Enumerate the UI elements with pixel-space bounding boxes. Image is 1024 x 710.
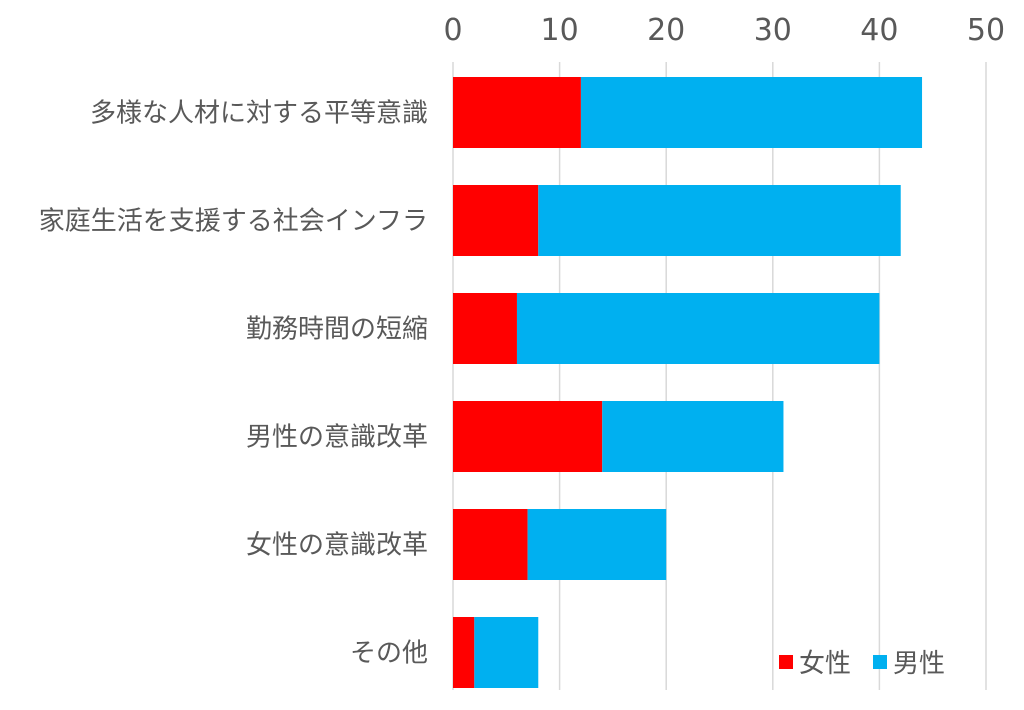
category-label: 家庭生活を支援する社会インフラ [39,207,428,237]
legend-swatch-male [873,655,887,669]
category-label: 女性の意識改革 [246,531,428,561]
gridlines [452,62,987,690]
legend-label-male: 男性 [893,649,945,679]
bars [453,77,923,688]
bar-female-2 [453,293,517,364]
bar-female-3 [453,401,603,472]
x-tick-label: 40 [860,13,898,48]
bar-male-0 [580,77,923,148]
legend-swatch-female [779,655,793,669]
x-tick-label: 10 [541,13,579,48]
bar-female-5 [453,617,475,688]
category-label: 男性の意識改革 [246,423,428,453]
legend-label-female: 女性 [799,649,851,679]
bar-male-2 [516,293,880,364]
bar-male-5 [474,617,539,688]
bar-male-3 [602,401,784,472]
bar-male-4 [527,509,667,580]
bar-female-1 [453,185,539,256]
category-labels: 多様な人材に対する平等意識家庭生活を支援する社会インフラ勤務時間の短縮男性の意識… [39,99,428,669]
bar-male-1 [538,185,901,256]
category-label: 多様な人材に対する平等意識 [90,99,428,129]
category-label: その他 [350,639,428,669]
x-tick-label: 30 [754,13,792,48]
legend: 女性 男性 [779,649,945,679]
x-tick-label: 50 [967,13,1005,48]
bar-female-0 [453,77,581,148]
category-label: 勤務時間の短縮 [246,315,428,345]
bar-female-4 [453,509,528,580]
x-tick-label: 0 [443,13,462,48]
x-tick-label: 20 [647,13,685,48]
x-axis-ticks: 0 10 20 30 40 50 [443,13,1005,48]
